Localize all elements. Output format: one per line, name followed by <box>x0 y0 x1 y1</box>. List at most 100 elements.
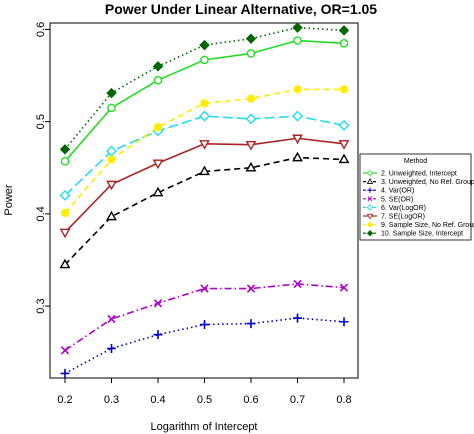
data-point <box>200 55 209 65</box>
data-point <box>338 119 350 131</box>
data-point <box>293 36 302 45</box>
data-point <box>60 368 70 378</box>
data-point <box>153 299 163 308</box>
series-layer <box>59 22 350 378</box>
data-point <box>292 110 303 122</box>
data-point <box>106 210 117 221</box>
data-point <box>199 39 210 51</box>
data-point <box>59 228 71 239</box>
x-axis-label: Logarithm of Intercept <box>150 421 257 433</box>
data-point <box>245 33 257 44</box>
data-point <box>339 317 349 327</box>
data-point <box>339 85 349 94</box>
data-point <box>107 314 116 324</box>
data-point <box>152 61 164 72</box>
series-8 <box>59 22 350 155</box>
data-point <box>292 22 303 33</box>
data-point <box>246 319 256 329</box>
legend-marker <box>367 196 373 202</box>
legend-label: 5. SE(OR) <box>381 196 413 203</box>
legend-item: 10. Sample Size, Intercept <box>363 230 463 238</box>
data-point <box>292 151 303 162</box>
legend-marker <box>367 187 373 193</box>
data-point <box>292 134 303 145</box>
legend-item: 9. Sample Size, No Ref. Group <box>363 222 474 229</box>
series-7 <box>60 85 349 218</box>
legend-item: 5. SE(OR) <box>363 196 413 203</box>
data-point <box>59 144 71 155</box>
data-point <box>246 49 256 58</box>
legend-marker <box>366 204 374 211</box>
series-line <box>64 115 345 197</box>
y-tick-label: 0.5 <box>35 114 47 129</box>
legend-marker <box>367 170 373 176</box>
legend-box <box>359 153 472 241</box>
y-axis-label: Power <box>3 184 15 216</box>
series-3 <box>60 313 349 378</box>
data-point <box>107 155 116 164</box>
data-point <box>200 320 209 330</box>
data-point <box>59 258 71 269</box>
data-point <box>200 284 209 293</box>
series-5 <box>59 110 350 201</box>
data-point <box>152 186 164 197</box>
data-point <box>153 330 163 340</box>
legend-label: 2. Unweighted, Intercept <box>381 171 457 178</box>
legend-label: 4. Var(OR) <box>381 188 414 195</box>
legend-item: 6. Var(LogOR) <box>363 204 426 212</box>
data-point <box>338 25 350 36</box>
data-point <box>152 159 164 170</box>
legend-item: 3. Unweighted, No Ref. Group <box>363 178 474 186</box>
legend-marker <box>366 230 374 237</box>
x-axis: 0.2 0.3 0.4 0.5 0.6 0.7 0.8 <box>57 378 352 406</box>
series-4 <box>60 279 349 355</box>
x-tick-label: 0.5 <box>197 394 212 406</box>
series-line <box>64 137 345 233</box>
data-point <box>107 343 116 353</box>
data-point <box>339 38 349 48</box>
y-tick-label: 0.3 <box>35 298 47 313</box>
data-point <box>338 140 350 150</box>
x-tick-label: 0.4 <box>150 394 165 406</box>
data-point <box>199 140 210 150</box>
y-tick-label: 0.6 <box>35 22 47 37</box>
data-point <box>106 87 117 99</box>
data-point <box>293 85 302 94</box>
data-point <box>199 165 210 176</box>
legend-item: 4. Var(OR) <box>363 187 414 195</box>
data-point <box>200 99 209 108</box>
data-point <box>246 284 256 293</box>
data-point <box>153 75 163 85</box>
y-axis: 0.3 0.4 0.5 0.6 <box>35 22 50 314</box>
x-tick-label: 0.2 <box>57 394 72 406</box>
legend-label: 7. SE(LogOR) <box>381 214 425 221</box>
data-point <box>199 110 210 122</box>
x-tick-label: 0.3 <box>104 394 119 406</box>
series-2 <box>59 151 350 269</box>
data-point <box>60 208 70 218</box>
data-point <box>339 283 349 292</box>
legend-title: Method <box>404 158 427 165</box>
data-point <box>245 113 257 125</box>
legend-label: 3. Unweighted, No Ref. Group <box>381 179 474 186</box>
legend-item: 7. SE(LogOR) <box>363 214 425 221</box>
legend-marker <box>367 222 373 228</box>
data-point <box>107 103 116 113</box>
data-point <box>60 346 70 355</box>
legend-label: 6. Var(LogOR) <box>381 205 426 212</box>
legend-label: 9. Sample Size, No Ref. Group <box>381 222 474 229</box>
data-point <box>245 161 257 172</box>
data-point <box>59 189 71 201</box>
chart-title: Power Under Linear Alternative, OR=1.05 <box>105 1 377 17</box>
series-1 <box>60 36 349 166</box>
x-tick-label: 0.6 <box>243 394 258 406</box>
data-point <box>106 180 117 191</box>
data-point <box>246 94 256 103</box>
x-tick-label: 0.7 <box>290 394 305 406</box>
legend-label: 10. Sample Size, Intercept <box>381 231 463 238</box>
data-point <box>60 157 70 166</box>
data-point <box>245 141 257 151</box>
data-point <box>153 123 163 132</box>
